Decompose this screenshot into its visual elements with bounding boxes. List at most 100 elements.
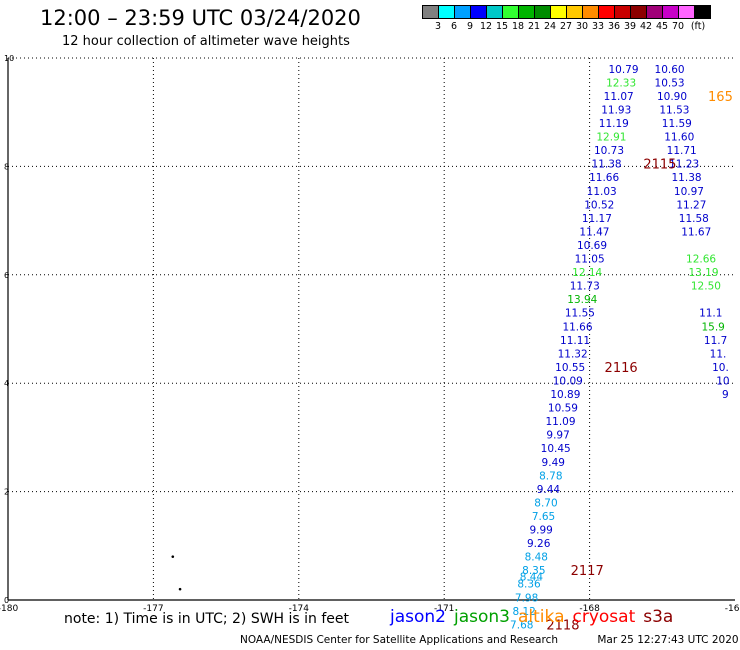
color-scale-bar: [422, 5, 711, 19]
wave-height-point: 11.1: [699, 308, 722, 320]
wave-height-point: 11.58: [679, 213, 709, 225]
pass-time-label: 165: [708, 90, 733, 105]
pass-time-label: 2118: [546, 618, 579, 633]
x-tick-label: -177: [143, 604, 163, 614]
y-tick-label: 10: [4, 54, 14, 63]
credit-text: NOAA/NESDIS Center for Satellite Applica…: [240, 634, 558, 646]
wave-height-point: 12.50: [691, 281, 721, 293]
wave-height-point: 12.91: [596, 132, 626, 144]
observation-dot: [178, 587, 182, 591]
wave-height-point: 10.73: [594, 145, 624, 157]
wave-height-point: 9.44: [537, 484, 561, 496]
wave-height-point: 11.71: [667, 145, 697, 157]
satellite-legend: jason2 jason3 altika cryosat s3a: [390, 607, 681, 627]
color-scale-label: 12: [479, 21, 493, 32]
color-scale-label: 33: [591, 21, 605, 32]
x-tick-label: -180: [0, 604, 18, 614]
wave-height-point: 10.90: [657, 91, 687, 103]
color-scale-label: 24: [543, 21, 557, 32]
wave-height-point: 9: [722, 389, 729, 401]
wave-height-point: 11.27: [676, 199, 706, 211]
wave-height-point: 10.53: [655, 77, 685, 89]
wave-height-point: 8.70: [534, 497, 557, 509]
wave-height-point: 11.38: [672, 172, 702, 184]
y-tick-label: 8: [4, 162, 9, 171]
color-scale-label: 36: [607, 21, 621, 32]
chart-title: 12:00 – 23:59 UTC 03/24/2020: [40, 6, 361, 30]
observation-dot: [171, 555, 175, 558]
legend-item-jason3: jason3: [454, 607, 510, 627]
wave-height-point: 11.93: [601, 104, 631, 116]
wave-height-point: 11.47: [579, 226, 609, 238]
legend-item-altika: altika: [518, 607, 565, 627]
wave-height-point: 10.55: [555, 362, 585, 374]
wave-height-point: 11.11: [560, 335, 590, 347]
wave-height-point: 15.9: [701, 321, 724, 333]
pass-time-label: 2115: [643, 158, 676, 173]
pass-time-label: 2116: [605, 361, 638, 376]
wave-height-point: 10.59: [548, 403, 578, 415]
wave-height-point: 10.97: [674, 186, 704, 198]
wave-height-point: 8.12: [512, 606, 535, 618]
wave-height-point: 8.48: [525, 552, 548, 564]
wave-height-point: 13.19: [688, 267, 718, 279]
wave-height-point: 9.49: [542, 457, 565, 469]
wave-height-point: 12.33: [606, 77, 636, 89]
wave-height-point: 7.68: [510, 619, 533, 631]
wave-height-point: 11.07: [604, 91, 634, 103]
color-scale-label: 15: [495, 21, 509, 32]
color-scale-label: 9: [466, 21, 474, 32]
wave-height-point: 10.09: [553, 375, 583, 387]
wave-height-point: 10.69: [577, 240, 607, 252]
color-swatch: [694, 5, 711, 19]
wave-height-point: 11.17: [582, 213, 612, 225]
wave-height-point: 11.03: [587, 186, 617, 198]
y-tick-label: 0: [4, 596, 9, 605]
y-tick-label: 2: [4, 488, 9, 497]
wave-height-point: 9.26: [527, 538, 551, 550]
wave-height-point: 9.97: [546, 430, 569, 442]
legend-item-cryosat: cryosat: [572, 607, 636, 627]
color-scale-label: 39: [623, 21, 637, 32]
wave-height-point: 11.: [710, 348, 727, 360]
wave-height-point: 13.94: [567, 294, 597, 306]
wave-height-point: 10.89: [550, 389, 580, 401]
wave-height-point: 9.99: [529, 525, 552, 537]
y-tick-label: 6: [4, 271, 9, 280]
pass-time-label: 2117: [571, 564, 604, 579]
wave-height-point: 11.23: [669, 159, 699, 171]
wave-height-point: 8.78: [539, 470, 562, 482]
wave-height-point: 11.19: [599, 118, 629, 130]
generated-timestamp: Mar 25 12:27:43 UTC 2020: [597, 634, 739, 646]
wave-height-point: 10.79: [608, 64, 638, 76]
wave-height-point: 10.45: [541, 443, 571, 455]
wave-height-point: 11.67: [681, 226, 711, 238]
color-scale-label: 30: [575, 21, 589, 32]
wave-height-point: 12.66: [686, 254, 716, 266]
y-tick-label: 4: [4, 379, 9, 388]
legend-item-s3a: s3a: [643, 607, 674, 627]
wave-height-point: 8.36: [517, 579, 541, 591]
wave-height-point: 7.98: [515, 592, 538, 604]
wave-height-point: 11.73: [570, 281, 600, 293]
wave-height-point: 11.55: [565, 308, 595, 320]
wave-height-point: 10.52: [584, 199, 614, 211]
x-tick-label: -165: [725, 604, 740, 614]
wave-height-point: 8.35: [522, 565, 545, 577]
wave-height-point: 8.44: [520, 572, 544, 584]
chart-subtitle: 12 hour collection of altimeter wave hei…: [62, 34, 350, 49]
color-scale-label: 27: [559, 21, 573, 32]
credit-footer: NOAA/NESDIS Center for Satellite Applica…: [240, 634, 739, 646]
color-scale-label: 70: [671, 21, 685, 32]
color-scale-label: 21: [527, 21, 541, 32]
wave-height-point: 11.09: [545, 416, 575, 428]
x-tick-label: -168: [579, 604, 600, 614]
x-tick-label: -174: [289, 604, 310, 614]
wave-height-point: 11.53: [659, 104, 689, 116]
color-scale-label: 45: [655, 21, 669, 32]
color-scale-label: 42: [639, 21, 653, 32]
wave-height-point: 11.38: [592, 159, 622, 171]
wave-height-point: 10.: [712, 362, 729, 374]
wave-height-point: 10.60: [655, 64, 685, 76]
